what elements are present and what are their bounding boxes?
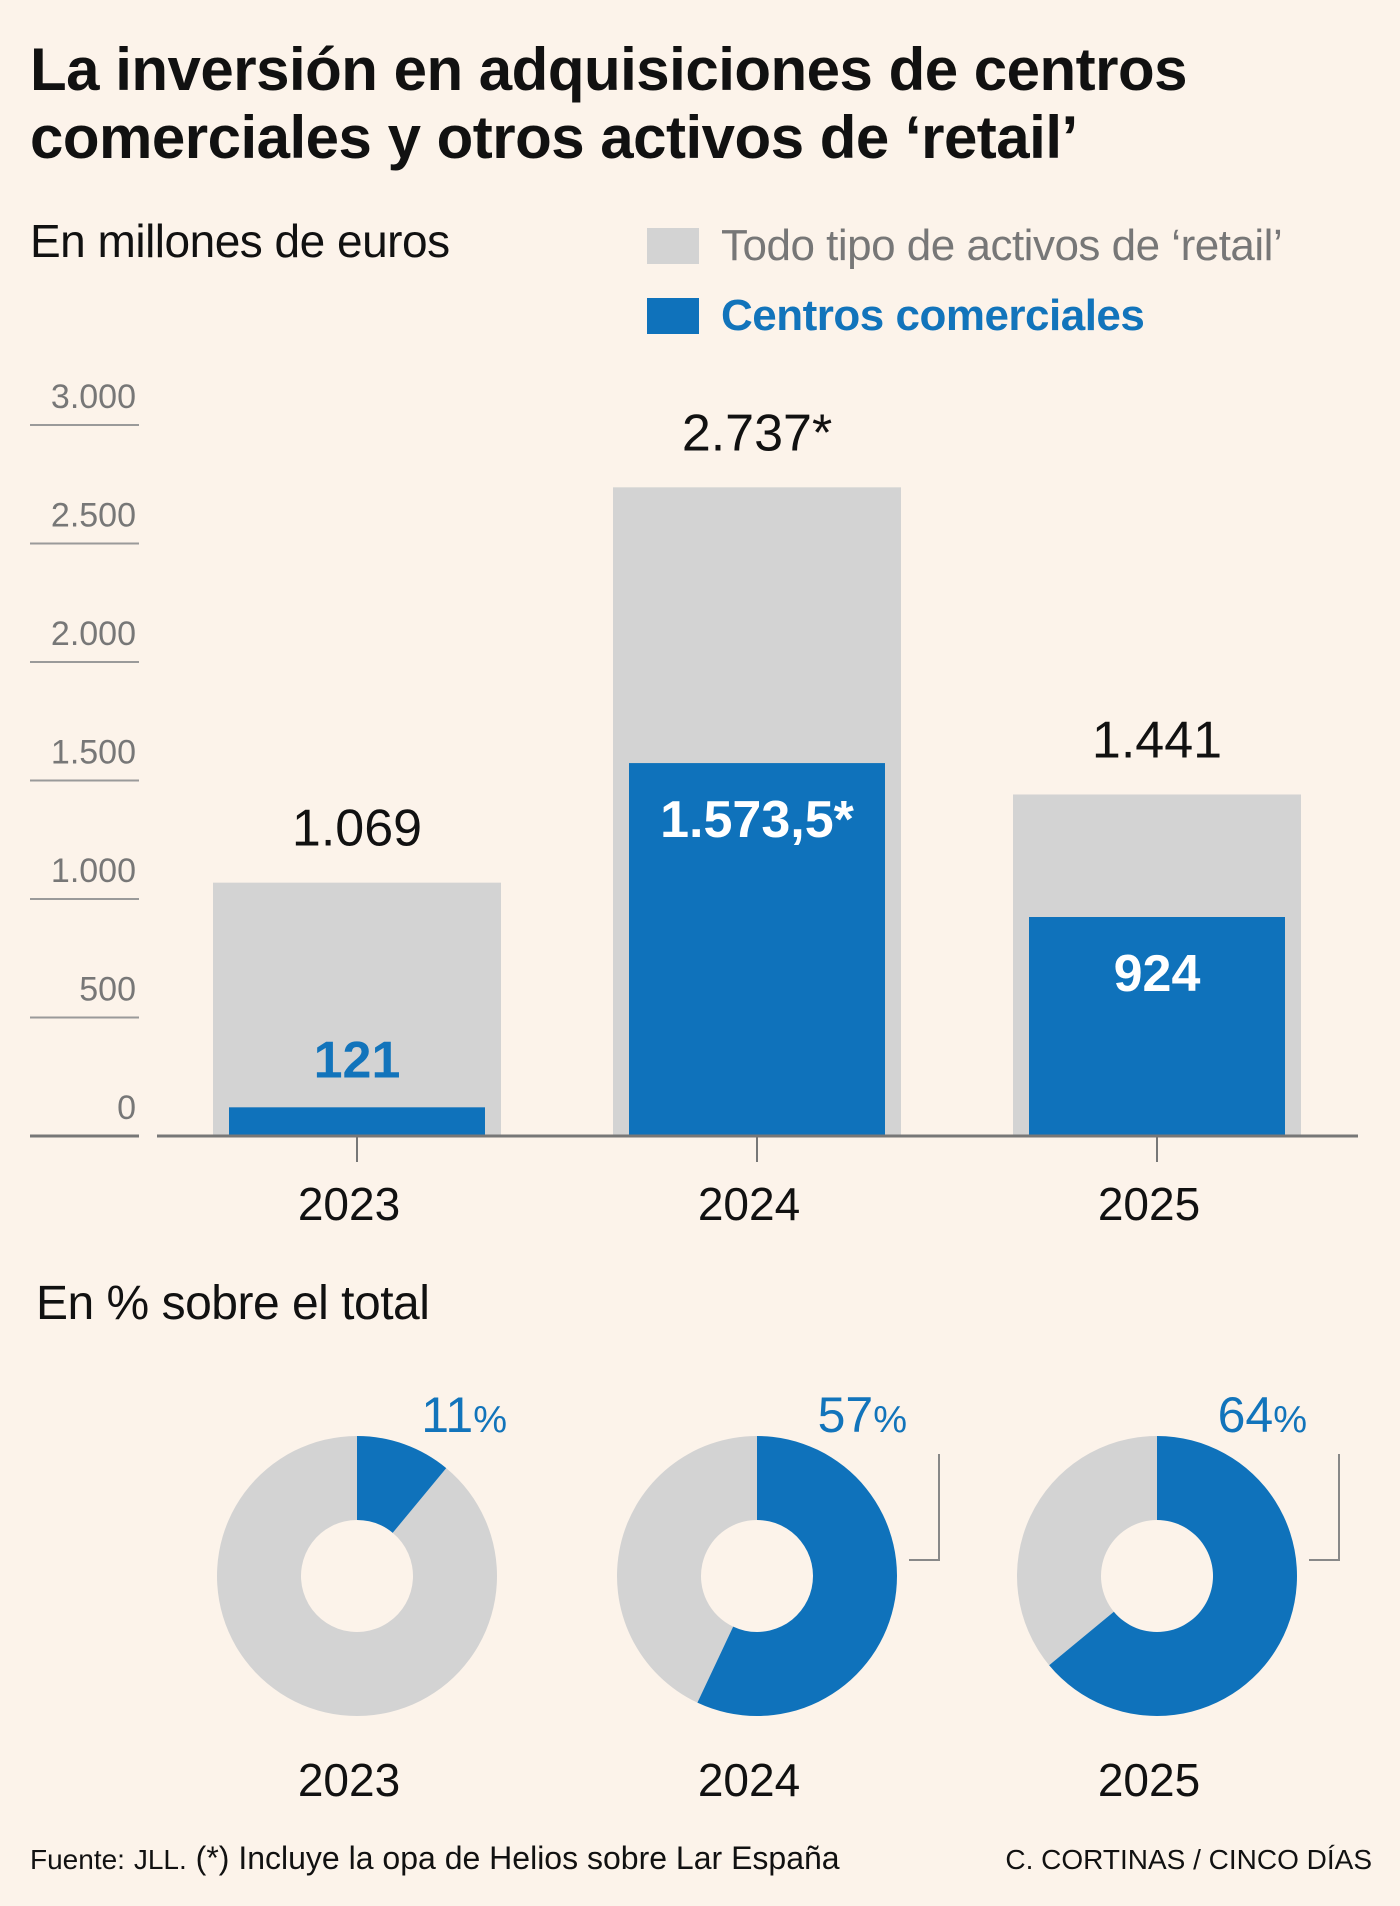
donut-pct-value-2023: 11 (421, 1387, 473, 1443)
donut-malls-2023 (357, 1436, 447, 1533)
y-tick-label-2500: 2.500 (51, 497, 136, 535)
y-tick-label-2000: 2.000 (51, 615, 136, 653)
donut-leader-line-2025 (1309, 1454, 1340, 1561)
label-malls-2023: 121 (314, 1031, 401, 1089)
donut-year-label-2023: 2023 (298, 1754, 400, 1806)
donut-pct-value-2024: 57 (818, 1387, 874, 1443)
y-tick-label-500: 500 (79, 971, 136, 1009)
donut-malls-2025 (1049, 1436, 1297, 1716)
y-tick-label-1000: 1.000 (51, 852, 136, 890)
footer-credit: C. CORTINAS / CINCO DÍAS (1005, 1844, 1372, 1875)
legend-label-malls: Centros comerciales (721, 291, 1145, 340)
donut-year-label-2024: 2024 (698, 1754, 800, 1806)
bar-malls-2023 (229, 1107, 485, 1136)
donut-rest-2025 (1016, 1436, 1157, 1666)
donut-malls-2024 (697, 1436, 897, 1716)
label-total-2023: 1.069 (292, 800, 422, 858)
label-malls-2025: 924 (1114, 945, 1201, 1003)
y-tick-label-0: 0 (117, 1089, 136, 1127)
label-total-2024: 2.737* (682, 404, 832, 462)
bar-malls-2024 (629, 763, 885, 1136)
legend-label-total: Todo tipo de activos de ‘retail’ (721, 221, 1283, 270)
y-tick-label-1500: 1.500 (51, 734, 136, 772)
source-prefix: Fuente: (30, 1844, 125, 1875)
donut-pct-label-2024: 57% (818, 1387, 907, 1443)
note-text: Incluye la opa de Helios sobre Lar Españ… (238, 1840, 840, 1876)
donut-pct-unit-2023: % (473, 1399, 507, 1441)
source-name: JLL. (133, 1844, 187, 1875)
legend-swatch-malls (647, 298, 699, 334)
donut-leader-line-2024 (909, 1454, 940, 1561)
donut-chart-subtitle: En % sobre el total (36, 1277, 430, 1330)
donut-rest-2024 (616, 1436, 757, 1703)
donut-year-label-2025: 2025 (1098, 1754, 1200, 1806)
donut-pct-unit-2025: % (1273, 1399, 1307, 1441)
donut-pct-label-2025: 64% (1218, 1387, 1307, 1443)
chart-title: La inversión en adquisiciones de centros… (30, 36, 1188, 171)
donut-pct-value-2025: 64 (1218, 1387, 1274, 1443)
y-tick-label-3000: 3.000 (51, 378, 136, 416)
bar-malls-2025 (1029, 917, 1285, 1136)
donut-rest-2023 (217, 1436, 498, 1717)
donut-pct-label-2023: 11% (421, 1387, 507, 1443)
donut-pct-unit-2024: % (873, 1399, 907, 1441)
bar-chart-subtitle: En millones de euros (30, 215, 450, 267)
x-tick-label-2023: 2023 (298, 1178, 400, 1230)
legend-swatch-total (647, 228, 699, 264)
footer-source: Fuente: JLL. (*) Incluye la opa de Helio… (30, 1838, 840, 1880)
label-malls-2024: 1.573,5* (660, 791, 854, 849)
x-tick-label-2024: 2024 (698, 1178, 800, 1230)
bar-total-2023 (213, 882, 501, 1136)
label-total-2025: 1.441 (1092, 711, 1222, 769)
note-mark: (*) (195, 1840, 230, 1876)
x-tick-label-2025: 2025 (1098, 1178, 1200, 1230)
